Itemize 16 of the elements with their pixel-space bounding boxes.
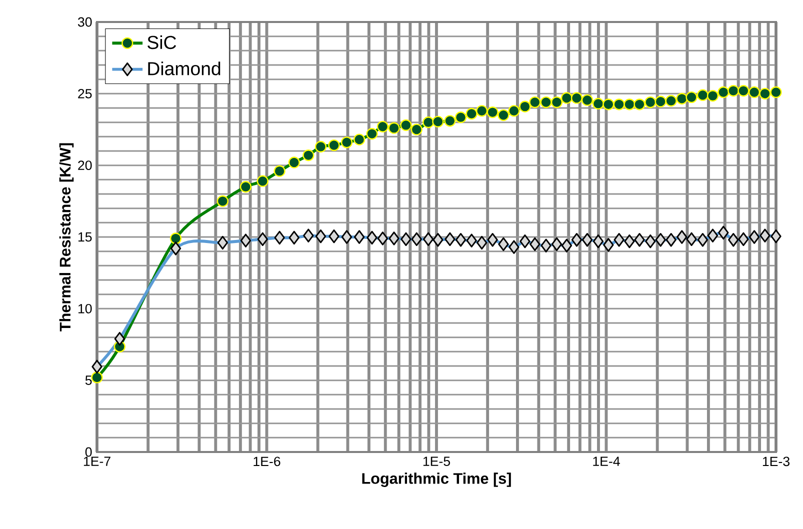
- y-tick-label: 5: [85, 376, 92, 385]
- y-axis-title: Thermal Resistance [K/W]: [59, 143, 74, 332]
- x-tick-label: 1E-4: [593, 456, 620, 466]
- y-tick-label: 25: [78, 88, 92, 98]
- x-tick-label: 1E-7: [84, 456, 110, 466]
- x-tick-label: 1E-5: [423, 456, 450, 466]
- legend-label: SiC: [148, 35, 176, 50]
- y-tick-label: 0: [85, 447, 92, 457]
- x-axis-title: Logarithmic Time [s]: [362, 472, 511, 487]
- legend-label: Diamond: [148, 62, 220, 76]
- x-tick-label: 1E-6: [254, 456, 280, 466]
- y-tick-label: 30: [78, 17, 92, 27]
- y-tick-label: 15: [78, 232, 92, 242]
- y-tick-label: 20: [78, 160, 92, 170]
- x-tick-label: 1E-3: [762, 456, 790, 466]
- y-tick-label: 10: [78, 304, 92, 314]
